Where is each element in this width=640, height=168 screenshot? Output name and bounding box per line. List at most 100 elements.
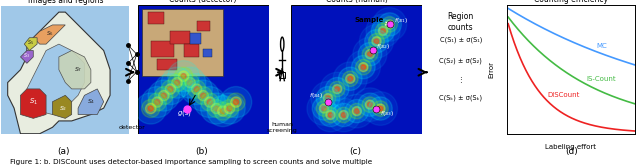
Circle shape [227, 93, 245, 111]
Circle shape [365, 50, 374, 59]
Circle shape [185, 77, 195, 88]
Circle shape [371, 19, 395, 43]
Circle shape [194, 87, 212, 105]
Text: $f(s_1)$: $f(s_1)$ [394, 16, 408, 25]
Circle shape [374, 39, 379, 44]
Circle shape [148, 93, 166, 111]
Circle shape [345, 99, 369, 123]
Circle shape [378, 26, 388, 35]
Bar [151, 41, 174, 57]
Circle shape [320, 90, 336, 106]
Circle shape [218, 106, 228, 116]
Circle shape [307, 92, 341, 125]
Text: (a): (a) [58, 147, 70, 156]
Text: $S_1$: $S_1$ [29, 97, 38, 107]
Text: Sample: Sample [354, 17, 389, 25]
Circle shape [355, 59, 371, 75]
Circle shape [375, 23, 391, 39]
Text: $S_3$: $S_3$ [24, 51, 30, 60]
Bar [280, 72, 285, 78]
Bar [157, 59, 177, 70]
Text: (d): (d) [565, 147, 578, 156]
Circle shape [367, 52, 372, 56]
Bar [148, 11, 164, 24]
Circle shape [220, 99, 239, 118]
Circle shape [159, 90, 169, 101]
Circle shape [358, 43, 381, 66]
Circle shape [360, 24, 394, 58]
Polygon shape [78, 89, 104, 115]
Circle shape [332, 103, 355, 127]
Text: human
screening: human screening [267, 122, 298, 133]
Circle shape [358, 93, 381, 116]
Circle shape [353, 88, 387, 121]
Circle shape [372, 37, 381, 46]
Text: C(Sₖ) ± σ(Sₖ): C(Sₖ) ± σ(Sₖ) [439, 95, 483, 101]
Circle shape [326, 96, 330, 100]
Circle shape [339, 111, 348, 119]
Text: $S_2$: $S_2$ [59, 104, 67, 113]
Circle shape [181, 74, 186, 79]
Circle shape [214, 106, 219, 111]
Circle shape [200, 93, 232, 124]
Circle shape [214, 102, 232, 120]
Circle shape [351, 55, 375, 79]
Circle shape [323, 94, 333, 103]
Circle shape [227, 106, 232, 111]
Polygon shape [24, 38, 37, 51]
Circle shape [316, 101, 332, 116]
Circle shape [191, 84, 202, 94]
Polygon shape [52, 95, 72, 118]
Circle shape [328, 113, 333, 117]
Circle shape [152, 97, 163, 107]
Text: $f(s_3)$: $f(s_3)$ [380, 109, 395, 118]
Text: Labeling effort: Labeling effort [545, 144, 596, 150]
Circle shape [319, 103, 342, 127]
Circle shape [366, 14, 400, 48]
Circle shape [188, 80, 206, 98]
Circle shape [188, 80, 219, 111]
Text: $S_6$: $S_6$ [46, 29, 54, 38]
Circle shape [323, 107, 339, 123]
Circle shape [365, 30, 388, 53]
Bar [170, 31, 190, 44]
Circle shape [381, 17, 397, 32]
Title: Counts (detector): Counts (detector) [170, 0, 237, 4]
Circle shape [326, 98, 361, 132]
Circle shape [355, 109, 359, 113]
Title: Images and regions: Images and regions [28, 0, 103, 5]
Circle shape [234, 99, 239, 105]
Circle shape [181, 74, 199, 92]
Circle shape [369, 97, 392, 120]
Polygon shape [33, 25, 65, 44]
Circle shape [326, 111, 335, 119]
Circle shape [207, 99, 225, 118]
Circle shape [188, 80, 193, 85]
Circle shape [155, 87, 173, 105]
Circle shape [346, 50, 380, 84]
Circle shape [161, 80, 180, 98]
Polygon shape [20, 89, 46, 118]
Circle shape [168, 74, 186, 92]
Circle shape [352, 107, 362, 116]
Circle shape [174, 80, 180, 85]
Circle shape [340, 94, 374, 128]
Circle shape [359, 63, 368, 72]
Circle shape [364, 92, 397, 125]
Title: Counts (human): Counts (human) [326, 0, 388, 4]
Circle shape [205, 97, 215, 107]
Text: C(S₂) ± σ(S₂): C(S₂) ± σ(S₂) [440, 57, 482, 64]
Circle shape [378, 106, 383, 111]
Text: $S_5$: $S_5$ [28, 38, 34, 47]
Circle shape [155, 74, 186, 105]
Circle shape [220, 109, 225, 114]
Text: (b): (b) [195, 147, 208, 156]
Text: $g(s)$: $g(s)$ [177, 109, 192, 118]
Circle shape [372, 8, 406, 41]
Circle shape [367, 102, 372, 107]
Bar [204, 49, 212, 57]
Circle shape [168, 87, 173, 92]
Circle shape [179, 71, 189, 81]
Circle shape [148, 106, 154, 111]
Text: $S_4$: $S_4$ [86, 97, 95, 106]
